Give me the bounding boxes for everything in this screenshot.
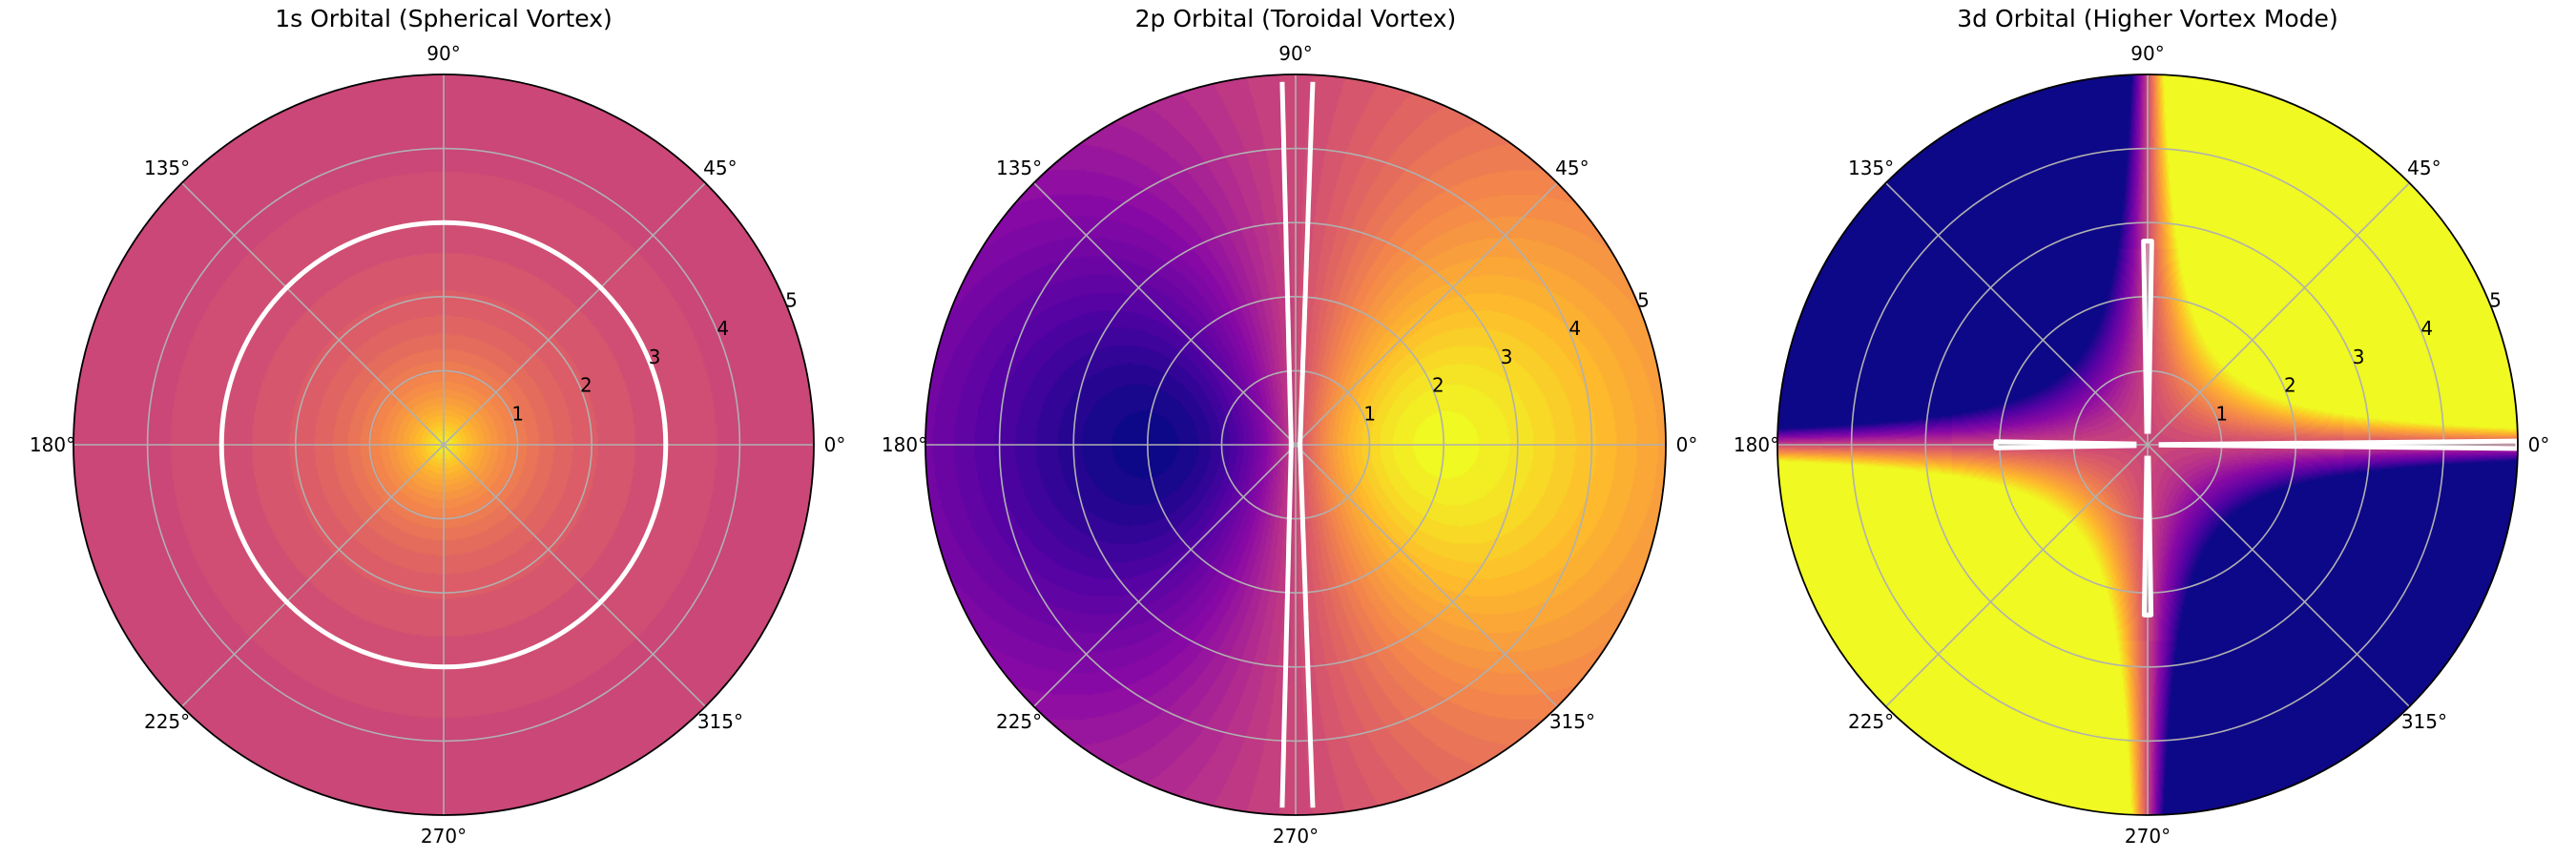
angle-tick-label: 315° bbox=[2401, 710, 2447, 733]
angle-tick-label: 315° bbox=[1549, 710, 1595, 733]
polar-frame bbox=[1776, 73, 2519, 816]
angular-gridline bbox=[1885, 444, 2149, 707]
radial-tick-label: 1 bbox=[511, 402, 524, 425]
angle-tick-label: 270° bbox=[421, 825, 467, 848]
contour-line bbox=[2141, 455, 2154, 618]
angle-tick-label: 270° bbox=[2125, 825, 2171, 848]
radial-tick-label: 1 bbox=[2215, 402, 2228, 425]
radial-tick-label: 2 bbox=[1432, 374, 1444, 397]
polar-frame bbox=[924, 73, 1667, 816]
angle-tick-label: 0° bbox=[2528, 433, 2550, 456]
angle-tick-label: 90° bbox=[426, 42, 460, 65]
polar-frame bbox=[73, 73, 815, 816]
angle-tick-label: 135° bbox=[1848, 157, 1894, 179]
radial-tick-label: 2 bbox=[580, 374, 592, 397]
radial-tick-label: 5 bbox=[2489, 289, 2502, 312]
angular-gridline bbox=[443, 444, 706, 707]
angular-gridline bbox=[1295, 182, 1558, 446]
contour-line bbox=[1298, 81, 1316, 808]
angular-gridline bbox=[181, 444, 445, 707]
angle-tick-label: 90° bbox=[2130, 42, 2164, 65]
angular-gridline bbox=[1033, 182, 1297, 446]
angle-tick-label: 180° bbox=[1734, 433, 1779, 456]
angular-gridline bbox=[443, 182, 706, 446]
angle-tick-label: 45° bbox=[703, 157, 737, 179]
angle-tick-label: 225° bbox=[1848, 710, 1894, 733]
radial-tick-label: 1 bbox=[1363, 402, 1376, 425]
angular-gridline bbox=[1885, 182, 2149, 446]
angular-gridline bbox=[181, 182, 445, 446]
angular-gridline bbox=[1295, 444, 1558, 707]
angle-tick-label: 0° bbox=[1676, 433, 1698, 456]
angle-tick-label: 180° bbox=[882, 433, 927, 456]
polar-plot-2p: 2p Orbital (Toroidal Vortex) 0° 45° 90° 135°… bbox=[882, 5, 1697, 848]
radial-tick-label: 4 bbox=[717, 317, 729, 340]
radial-tick-label: 2 bbox=[2284, 374, 2296, 397]
contour-line bbox=[2158, 438, 2518, 451]
angle-tick-label: 90° bbox=[1278, 42, 1312, 65]
radial-tick-label: 3 bbox=[649, 346, 661, 368]
contour-line bbox=[218, 220, 669, 670]
chart-title: 3d Orbital (Higher Vortex Mode) bbox=[1957, 5, 2337, 32]
angular-gridline bbox=[2147, 444, 2410, 707]
contours bbox=[218, 220, 669, 670]
angle-tick-label: 225° bbox=[144, 710, 190, 733]
angle-tick-label: 45° bbox=[2407, 157, 2441, 179]
radial-tick-label: 4 bbox=[2420, 317, 2433, 340]
contour-line bbox=[1993, 439, 2137, 450]
chart-title: 1s Orbital (Spherical Vortex) bbox=[275, 5, 613, 32]
chart-title: 2p Orbital (Toroidal Vortex) bbox=[1135, 5, 1457, 32]
contour-line bbox=[1279, 81, 1294, 808]
angular-gridline bbox=[2147, 182, 2410, 446]
angle-tick-label: 0° bbox=[824, 433, 846, 456]
radial-tick-label: 5 bbox=[785, 289, 798, 312]
angle-tick-label: 135° bbox=[996, 157, 1042, 179]
polar-plot-3d: 3d Orbital (Higher Vortex Mode) 0° 45° 90° 1… bbox=[1734, 5, 2549, 848]
radial-tick-label: 3 bbox=[2353, 346, 2365, 368]
angle-tick-label: 315° bbox=[697, 710, 743, 733]
contours bbox=[1279, 81, 1316, 808]
contour-line bbox=[2141, 239, 2154, 434]
polar-plot-1s: 1s Orbital (Spherical Vortex)0°45°90°135… bbox=[30, 5, 845, 848]
angle-tick-label: 135° bbox=[144, 157, 190, 179]
angle-tick-label: 225° bbox=[996, 710, 1042, 733]
contours bbox=[1993, 239, 2518, 618]
radial-tick-label: 4 bbox=[1568, 317, 1581, 340]
angular-gridline bbox=[1033, 444, 1297, 707]
radial-tick-label: 3 bbox=[1501, 346, 1513, 368]
angle-tick-label: 180° bbox=[30, 433, 75, 456]
angle-tick-label: 45° bbox=[1555, 157, 1589, 179]
radial-tick-label: 5 bbox=[1637, 289, 1650, 312]
angle-tick-label: 270° bbox=[1273, 825, 1319, 848]
